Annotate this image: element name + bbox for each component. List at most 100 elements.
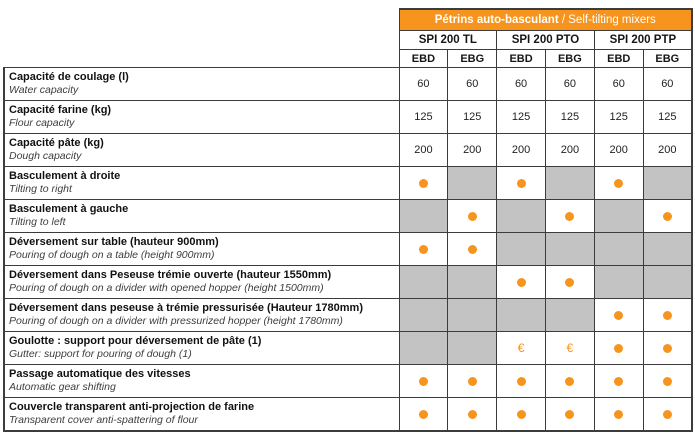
feature-label-en: Tilting to right xyxy=(9,183,72,196)
feature-label-fr: Passage automatique des vitesses xyxy=(9,367,191,380)
model-header-row: SPI 200 TL SPI 200 PTO SPI 200 PTP xyxy=(4,30,693,50)
table-row: Basculement à droite Tilting to right xyxy=(3,166,693,200)
euro-option-icon: € xyxy=(566,341,574,355)
feature-label-en: Flour capacity xyxy=(9,117,75,130)
euro-option-icon: € xyxy=(517,341,525,355)
value-cell xyxy=(593,331,644,365)
sub-header-ebd-3: EBD xyxy=(593,49,644,68)
value-cell: 200 xyxy=(398,133,449,167)
unavailable-cell xyxy=(447,331,498,365)
value-cell xyxy=(496,397,546,432)
feature-label-en: Gutter: support for pouring of dough (1) xyxy=(9,348,192,361)
value-cell xyxy=(544,199,595,233)
unavailable-cell xyxy=(496,199,546,233)
value-cell: 60 xyxy=(544,67,595,101)
value-cell xyxy=(642,331,693,365)
value-cell: 125 xyxy=(447,100,498,134)
table-row: Déversement dans peseuse à trémie pressu… xyxy=(3,298,693,332)
feature-label-en: Tilting to left xyxy=(9,216,66,229)
table-row: Capacité de coulage (l) Water capacity 6… xyxy=(3,67,693,101)
value-cell: 125 xyxy=(496,100,546,134)
feature-label-cell: Basculement à droite Tilting to right xyxy=(3,166,400,200)
feature-label-cell: Capacité pâte (kg) Dough capacity xyxy=(3,133,400,167)
included-dot-icon xyxy=(565,409,575,419)
value-cell xyxy=(593,298,644,332)
table-row: Capacité farine (kg) Flour capacity 125 1… xyxy=(3,100,693,134)
value-cell xyxy=(642,199,693,233)
feature-label-fr: Capacité pâte (kg) xyxy=(9,136,104,149)
included-dot-icon xyxy=(418,409,428,419)
included-dot-icon xyxy=(418,244,428,254)
feature-label-en: Pouring of dough on a table (height 900m… xyxy=(9,249,215,262)
value-cell xyxy=(398,232,449,266)
value-cell xyxy=(398,397,449,432)
value-cell xyxy=(544,265,595,299)
value-cell: € xyxy=(496,331,546,365)
model-header-spi-200-ptp: SPI 200 PTP xyxy=(593,30,693,50)
value-cell: 125 xyxy=(544,100,595,134)
feature-label-cell: Passage automatique des vitesses Automat… xyxy=(3,364,400,398)
value-cell xyxy=(447,199,498,233)
feature-label-en: Pouring of dough on a divider with press… xyxy=(9,315,343,328)
sub-header-ebg-3: EBG xyxy=(642,49,693,68)
feature-label-fr: Déversement dans Peseuse trémie ouverte … xyxy=(9,268,332,281)
feature-label-en: Dough capacity xyxy=(9,150,82,163)
unavailable-cell xyxy=(447,265,498,299)
mixer-spec-table: Pétrins auto-basculant / Self-tilting mi… xyxy=(3,8,693,432)
value-cell: 125 xyxy=(642,100,693,134)
value-cell: 60 xyxy=(398,67,449,101)
value-cell xyxy=(398,364,449,398)
feature-label-cell: Basculement à gauche Tilting to left xyxy=(3,199,400,233)
included-dot-icon xyxy=(418,376,428,386)
value-cell xyxy=(496,364,546,398)
unavailable-cell xyxy=(544,232,595,266)
unavailable-cell xyxy=(642,232,693,266)
included-dot-icon xyxy=(662,343,672,353)
included-dot-icon xyxy=(516,376,526,386)
value-cell: 200 xyxy=(544,133,595,167)
included-dot-icon xyxy=(516,409,526,419)
value-cell: 125 xyxy=(593,100,644,134)
value-cell xyxy=(544,364,595,398)
included-dot-icon xyxy=(516,178,526,188)
included-dot-icon xyxy=(614,178,624,188)
unavailable-cell xyxy=(496,232,546,266)
included-dot-icon xyxy=(467,211,477,221)
unavailable-cell xyxy=(447,166,498,200)
feature-label-cell: Déversement sur table (hauteur 900mm) Po… xyxy=(3,232,400,266)
value-cell xyxy=(544,397,595,432)
value-cell xyxy=(496,265,546,299)
value-cell: € xyxy=(544,331,595,365)
feature-label-fr: Déversement dans peseuse à trémie pressu… xyxy=(9,301,364,314)
unavailable-cell xyxy=(593,232,644,266)
value-cell xyxy=(447,397,498,432)
value-cell xyxy=(593,364,644,398)
included-dot-icon xyxy=(565,211,575,221)
included-dot-icon xyxy=(614,343,624,353)
feature-label-cell: Couvercle transparent anti-projection de… xyxy=(3,397,400,432)
header-spacer xyxy=(4,9,399,68)
feature-label-fr: Couvercle transparent anti-projection de… xyxy=(9,400,255,413)
table-row: Basculement à gauche Tilting to left xyxy=(3,199,693,233)
feature-label-en: Transparent cover anti-spattering of flo… xyxy=(9,414,198,427)
table-row: Déversement sur table (hauteur 900mm) Po… xyxy=(3,232,693,266)
value-cell: 200 xyxy=(593,133,644,167)
unavailable-cell xyxy=(447,298,498,332)
feature-label-en: Automatic gear shifting xyxy=(9,381,116,394)
table-row: Passage automatique des vitesses Automat… xyxy=(3,364,693,398)
value-cell xyxy=(642,298,693,332)
table-row: Goulotte : support pour déversement de p… xyxy=(3,331,693,365)
included-dot-icon xyxy=(662,409,672,419)
feature-label-fr: Capacité farine (kg) xyxy=(9,103,112,116)
feature-label-en: Pouring of dough on a divider with opene… xyxy=(9,282,324,295)
value-cell xyxy=(398,166,449,200)
value-cell: 200 xyxy=(496,133,546,167)
unavailable-cell xyxy=(398,199,449,233)
table-title-row: Pétrins auto-basculant / Self-tilting mi… xyxy=(4,8,693,68)
included-dot-icon xyxy=(467,244,477,254)
unavailable-cell xyxy=(642,166,693,200)
value-cell: 60 xyxy=(642,67,693,101)
included-dot-icon xyxy=(614,310,624,320)
feature-label-fr: Déversement sur table (hauteur 900mm) xyxy=(9,235,219,248)
